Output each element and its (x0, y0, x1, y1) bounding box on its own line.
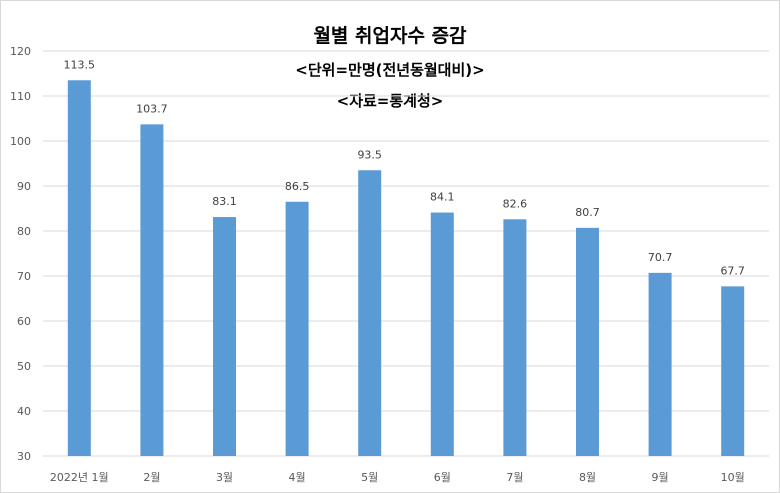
bar-3 (213, 217, 236, 456)
chart-title: 월별 취업자수 증감 (313, 25, 467, 47)
data-label-7: 82.6 (503, 197, 528, 210)
x-tick-label-7: 7월 (506, 471, 523, 484)
y-tick-label-90: 90 (17, 180, 31, 193)
bar-7 (503, 219, 527, 456)
data-label-6: 84.1 (430, 191, 455, 204)
bar-8 (576, 227, 599, 456)
y-tick-label-60: 60 (17, 315, 31, 328)
bar-2 (140, 124, 164, 456)
y-tick-label-40: 40 (17, 405, 31, 418)
y-tick-label-100: 100 (10, 135, 31, 148)
x-tick-label-6: 6월 (434, 471, 451, 484)
bar-10 (721, 286, 745, 456)
data-label-5: 93.5 (357, 148, 382, 161)
data-label-4: 86.5 (285, 180, 310, 193)
x-tick-label-1: 2022년 1월 (50, 471, 109, 484)
x-tick-label-5: 5월 (361, 471, 378, 484)
y-tick-label-120: 120 (10, 45, 31, 58)
data-label-10: 67.7 (720, 264, 745, 277)
bar-5 (358, 170, 382, 456)
data-label-1: 113.5 (64, 58, 96, 71)
x-tick-label-8: 8월 (579, 471, 596, 484)
bar-6 (430, 212, 454, 456)
y-tick-label-70: 70 (17, 270, 31, 283)
x-tick-label-4: 4월 (289, 471, 306, 484)
chart-subtitle-unit: <단위=만명(전년동월대비)> (295, 61, 485, 79)
x-tick-label-3: 3월 (216, 471, 233, 484)
y-tick-label-30: 30 (17, 450, 31, 463)
x-tick-label-2: 2월 (143, 471, 160, 484)
y-tick-label-80: 80 (17, 225, 31, 238)
y-tick-label-110: 110 (10, 90, 31, 103)
bar-4 (285, 201, 309, 456)
data-label-2: 103.7 (136, 102, 168, 115)
x-tick-label-9: 9월 (652, 471, 669, 484)
bar-9 (648, 272, 672, 456)
y-tick-label-50: 50 (17, 360, 31, 373)
data-label-8: 80.7 (575, 206, 600, 219)
x-tick-label-10: 10월 (721, 471, 745, 484)
bar-1 (67, 80, 91, 456)
data-label-9: 70.7 (648, 251, 673, 264)
data-label-3: 83.1 (212, 195, 237, 208)
